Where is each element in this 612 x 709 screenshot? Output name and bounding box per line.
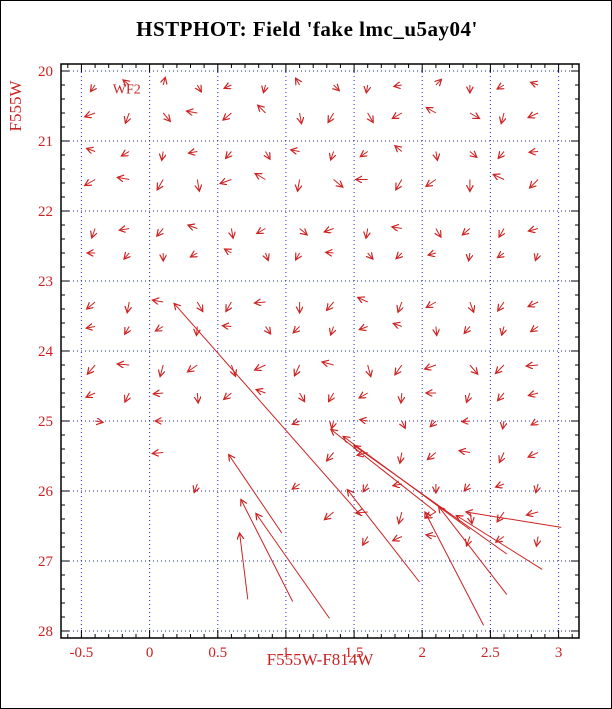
plot-frame — [60, 63, 580, 639]
svg-text:24: 24 — [38, 344, 54, 360]
svg-text:22: 22 — [38, 204, 53, 220]
svg-text:25: 25 — [38, 414, 53, 430]
grid-lines — [61, 64, 579, 638]
svg-text:-0.5: -0.5 — [70, 645, 94, 661]
long-arrows — [174, 303, 562, 626]
svg-text:23: 23 — [38, 274, 53, 290]
svg-text:21: 21 — [38, 134, 53, 150]
svg-text:0.5: 0.5 — [208, 645, 227, 661]
svg-text:3: 3 — [555, 645, 563, 661]
chip-annotation: WF2 — [113, 82, 141, 97]
svg-text:1: 1 — [282, 645, 290, 661]
svg-text:26: 26 — [38, 484, 54, 500]
page-title: HSTPHOT: Field 'fake lmc_u5ay04' — [136, 17, 478, 41]
svg-text:2: 2 — [418, 645, 426, 661]
svg-text:1.5: 1.5 — [345, 645, 364, 661]
svg-text:0: 0 — [146, 645, 154, 661]
small-arrows — [85, 77, 538, 546]
y-tick-labels: 20 21 22 23 24 25 26 27 28 — [38, 64, 54, 640]
x-axis-label: F555W-F814W — [267, 650, 375, 669]
svg-text:20: 20 — [38, 64, 53, 80]
svg-text:27: 27 — [38, 554, 54, 570]
y-axis-label: F555W — [6, 80, 25, 132]
svg-text:28: 28 — [38, 624, 53, 640]
svg-text:2.5: 2.5 — [481, 645, 500, 661]
x-tick-labels: -0.5 0 0.5 1 1.5 2 2.5 3 — [70, 645, 563, 661]
